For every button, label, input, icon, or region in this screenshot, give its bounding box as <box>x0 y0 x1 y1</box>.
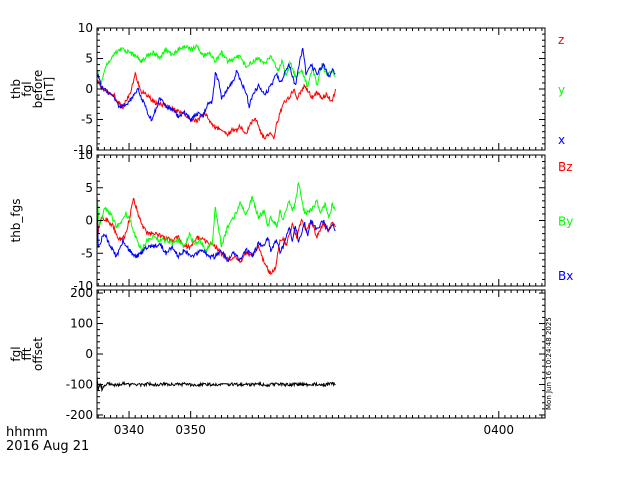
panel-frame <box>96 154 546 287</box>
y-tick-label: 100 <box>70 317 93 331</box>
legend-label-y: y <box>558 83 565 97</box>
x-tick-label: 0340 <box>114 423 145 437</box>
chart-panels: zyx-10-50510thbfglbefore[nT]BzByBx-10-50… <box>9 21 573 437</box>
legend-label-Bz: Bz <box>558 160 573 174</box>
series-line-By <box>97 182 336 253</box>
y-tick-label: -10 <box>73 279 93 293</box>
x-tick-label: 0350 <box>175 423 206 437</box>
legend-label-z: z <box>558 33 564 47</box>
y-tick-label: 10 <box>78 21 93 35</box>
series-line-z <box>97 71 336 140</box>
legend-label-By: By <box>558 215 573 229</box>
y-tick-label: 0 <box>85 82 93 96</box>
generation-stamp: Mon Jun 16 10:24:48 2025 <box>545 317 553 410</box>
panel-frame <box>96 27 546 151</box>
y-tick-label: 5 <box>85 52 93 66</box>
y-tick-label: -5 <box>81 246 93 260</box>
y-axis-label-line: thb <box>9 79 23 99</box>
y-tick-label: 5 <box>85 181 93 195</box>
y-tick-label: 0 <box>85 214 93 228</box>
panel-frame <box>96 289 546 419</box>
panel-middle: Bz By Bx -10 -5 0 5 10 thb_fgs <box>9 148 573 293</box>
y-tick-label: -200 <box>66 408 93 422</box>
y-axis-label-line: before <box>31 70 45 109</box>
y-tick-label: -100 <box>66 377 93 391</box>
legend-label-Bx: Bx <box>558 269 573 283</box>
y-tick-label: 0 <box>85 347 93 361</box>
y-axis-label-line: fgl <box>20 81 34 96</box>
y-tick-label: -10 <box>73 143 93 157</box>
y-axis-label-line: thb_fgs <box>9 198 23 242</box>
y-tick-label: -5 <box>81 113 93 127</box>
y-axis-label-line: offset <box>31 337 45 371</box>
series-line-y <box>97 44 336 88</box>
y-tick-label: 200 <box>70 286 93 300</box>
time-unit-label: hhmm <box>6 425 48 440</box>
series-line-x <box>97 47 336 122</box>
series-line-Bx <box>97 202 336 263</box>
series-line-Bz <box>97 197 336 276</box>
y-axis-label-line: [nT] <box>42 77 56 101</box>
legend-label-x: x <box>558 133 565 147</box>
y-tick-label: 10 <box>78 148 93 162</box>
x-tick-label: 0400 <box>484 423 515 437</box>
y-axis-label-line: fgl <box>9 346 23 361</box>
date-label: 2016 Aug 21 <box>6 439 89 454</box>
series-line-offset <box>97 375 336 393</box>
y-axis-label-line: fft <box>20 347 34 360</box>
